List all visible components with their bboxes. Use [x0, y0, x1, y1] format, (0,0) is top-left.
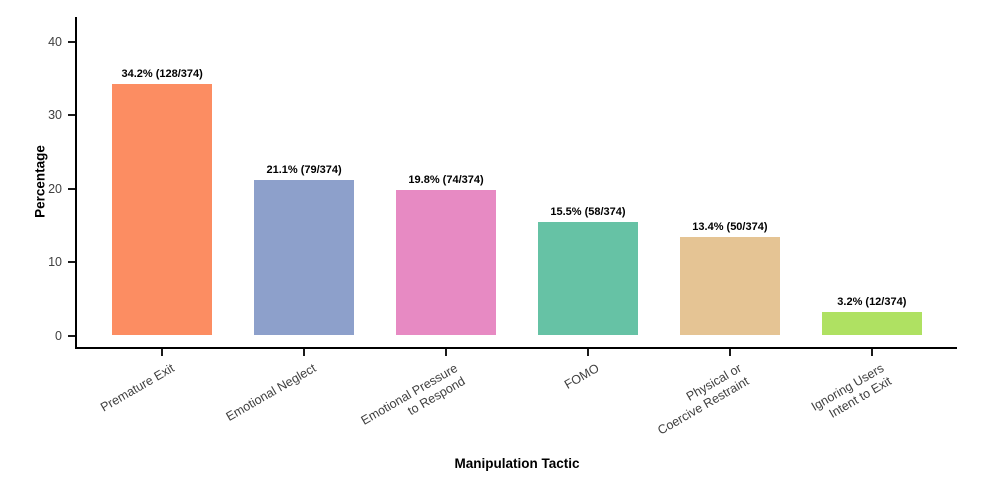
x-axis-line — [75, 347, 957, 349]
x-tick-mark — [870, 349, 873, 356]
y-tick-mark — [68, 114, 75, 116]
y-tick-mark — [68, 40, 75, 43]
bar-value-label: 15.5% (58/374) — [550, 205, 626, 218]
x-tick-label: Physical or Coercive Restraint — [655, 361, 752, 438]
bar-value-label: 21.1% (79/374) — [266, 164, 342, 177]
y-tick-mark — [68, 187, 75, 190]
y-tick-mark — [68, 261, 75, 263]
bar-value-label: 13.4% (50/374) — [692, 221, 768, 233]
bar-value-label: 34.2% (128/374) — [121, 68, 203, 81]
y-tick-label: 20 — [48, 181, 62, 196]
x-tick-mark — [445, 349, 448, 356]
bar — [112, 84, 213, 336]
x-tick-mark — [303, 349, 306, 356]
bar — [396, 189, 497, 336]
x-tick-label: Emotional Pressure to Respond — [358, 361, 468, 428]
y-tick-label: 0 — [55, 328, 62, 343]
x-tick-label: Emotional Neglect — [223, 361, 319, 424]
y-tick-label: 10 — [48, 255, 62, 269]
x-tick-mark — [728, 349, 731, 356]
bar — [679, 237, 780, 336]
x-tick-mark — [586, 349, 589, 356]
bar — [254, 180, 355, 336]
bar — [821, 311, 922, 336]
x-tick-label: Ignoring Users Intent to Exit — [808, 361, 894, 421]
y-tick-label: 40 — [48, 34, 62, 49]
bar-value-label: 19.8% (74/374) — [408, 173, 484, 186]
y-axis-line — [75, 17, 77, 349]
y-tick-label: 30 — [48, 108, 62, 122]
bar-value-label: 3.2% (12/374) — [837, 295, 907, 308]
x-tick-label: FOMO — [562, 361, 602, 392]
x-axis-title: Manipulation Tactic — [454, 456, 580, 471]
y-tick-mark — [68, 334, 75, 337]
x-tick-mark — [161, 349, 164, 356]
x-tick-label: Premature Exit — [97, 361, 177, 415]
bar — [537, 221, 638, 336]
